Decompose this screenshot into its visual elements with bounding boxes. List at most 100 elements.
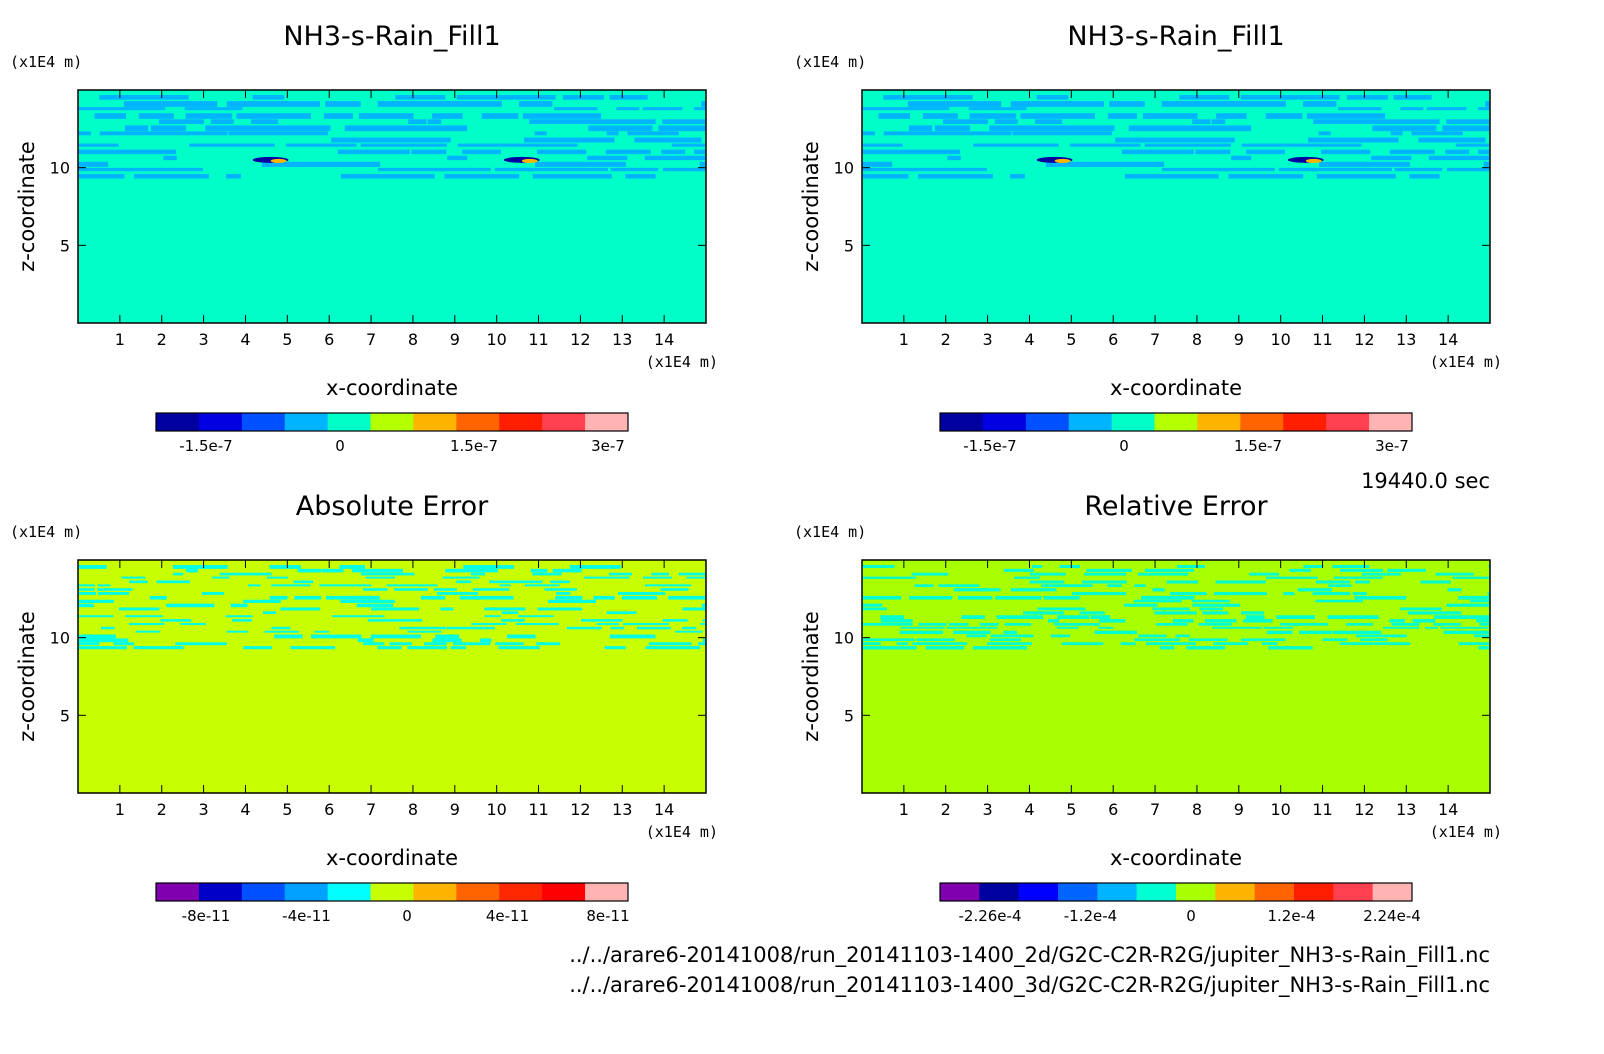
heatmap-cell — [344, 125, 468, 132]
x-tick-label: 3 — [199, 330, 209, 349]
heatmap-cell — [1241, 611, 1264, 615]
heatmap-cell — [1391, 622, 1420, 626]
heatmap-cell — [1339, 642, 1374, 646]
heatmap-cell — [1470, 599, 1490, 603]
x-tick-label: 13 — [612, 800, 632, 819]
heatmap-cell — [1241, 143, 1362, 147]
heatmap-cell — [1029, 580, 1065, 584]
colorbar-segment — [1154, 413, 1198, 431]
x-tick-label: 14 — [1438, 800, 1458, 819]
heatmap-cell — [1003, 568, 1034, 572]
heatmap-cell — [623, 622, 669, 626]
heatmap-cell — [457, 143, 578, 147]
x-tick-label: 11 — [1312, 330, 1332, 349]
heatmap-cell — [166, 603, 215, 608]
heatmap-cell — [1400, 607, 1442, 611]
heatmap-cell — [896, 642, 909, 646]
heatmap-cell — [1280, 622, 1329, 626]
panel-2 — [861, 89, 1491, 432]
heatmap-feature — [1305, 158, 1322, 163]
heatmap-cell — [682, 626, 697, 630]
heatmap-cell — [642, 107, 683, 111]
x-tick-label: 8 — [408, 330, 418, 349]
heatmap-cell — [78, 592, 96, 595]
heatmap-cell — [581, 619, 623, 622]
colorbar-segment — [979, 883, 1020, 901]
heatmap-cell — [129, 580, 148, 584]
heatmap-cell — [1389, 149, 1435, 155]
heatmap-cell — [948, 622, 969, 626]
heatmap-cell — [587, 155, 628, 161]
heatmap-cell — [226, 630, 249, 633]
x-tick-label: 10 — [1270, 330, 1290, 349]
heatmap-cell — [990, 634, 1034, 638]
colorbar-segment — [370, 413, 414, 431]
heatmap-cell — [593, 595, 615, 600]
heatmap-cell — [97, 588, 133, 591]
heatmap-cell — [507, 634, 536, 639]
colorbar-segment — [1176, 883, 1216, 901]
heatmap-cell — [125, 615, 163, 618]
colorbar-segment — [940, 883, 980, 901]
colorbar-tick-label: -2.26e-4 — [959, 907, 1022, 925]
x-tick-label: 14 — [654, 800, 674, 819]
heatmap-cell — [862, 595, 902, 600]
heatmap-cell — [862, 607, 887, 611]
heatmap-cell — [1328, 584, 1352, 587]
heatmap-cell — [925, 646, 965, 650]
heatmap-cell — [973, 646, 1027, 650]
colorbar-segment — [1215, 883, 1256, 901]
heatmap-cell — [319, 584, 372, 587]
heatmap-cell — [1214, 592, 1267, 596]
heatmap-cell — [129, 622, 165, 626]
heatmap-cell — [660, 588, 689, 591]
heatmap-cell — [644, 155, 706, 161]
heatmap-cell — [1198, 622, 1232, 626]
heatmap-cell — [918, 622, 947, 626]
y-unit-label: (x1E4 m) — [794, 53, 866, 71]
heatmap-cell — [339, 565, 365, 569]
x-tick-label: 8 — [408, 800, 418, 819]
heatmap-cell — [1321, 149, 1371, 155]
heatmap-cell — [651, 572, 669, 576]
heatmap-cell — [252, 95, 285, 100]
heatmap-cell — [471, 622, 507, 626]
heatmap-cell — [394, 588, 428, 591]
colorbar-segment — [585, 883, 629, 901]
heatmap-cell — [1411, 131, 1463, 136]
heatmap-cell — [604, 646, 626, 650]
heatmap-cell — [1240, 95, 1340, 100]
heatmap-cell — [99, 131, 228, 136]
heatmap-cell — [484, 615, 501, 618]
x-unit-label: (x1E4 m) — [1430, 823, 1502, 841]
heatmap-cell — [175, 642, 227, 646]
heatmap-cell — [186, 568, 198, 573]
heatmap-cell — [1487, 592, 1490, 596]
heatmap-cell — [1265, 576, 1318, 579]
y-axis-label: z-coordinate — [15, 141, 39, 272]
colorbar-segment — [413, 883, 457, 901]
heatmap-cell — [699, 161, 706, 167]
y-unit-label: (x1E4 m) — [10, 523, 82, 541]
heatmap-cell — [1010, 173, 1025, 179]
colorbar-segment — [456, 883, 500, 901]
x-tick-label: 6 — [324, 800, 334, 819]
heatmap-cell — [588, 125, 653, 132]
panel-3 — [77, 559, 707, 902]
heatmap-cell — [1212, 626, 1262, 629]
x-tick-label: 3 — [199, 800, 209, 819]
y-tick-label: 10 — [50, 629, 70, 648]
heatmap-cell — [661, 149, 686, 155]
heatmap-cell — [205, 125, 331, 132]
heatmap-cell — [78, 634, 116, 639]
heatmap-cell — [266, 576, 288, 579]
heatmap-cell — [499, 584, 511, 587]
heatmap-cell — [1447, 588, 1462, 592]
heatmap-cell — [1031, 565, 1043, 569]
heatmap-cell — [1175, 634, 1190, 638]
heatmap-cell — [1312, 592, 1351, 596]
heatmap-cell — [862, 167, 987, 172]
heatmap-cell — [522, 113, 602, 119]
x-tick-label: 14 — [654, 330, 674, 349]
heatmap-cell — [363, 642, 385, 646]
